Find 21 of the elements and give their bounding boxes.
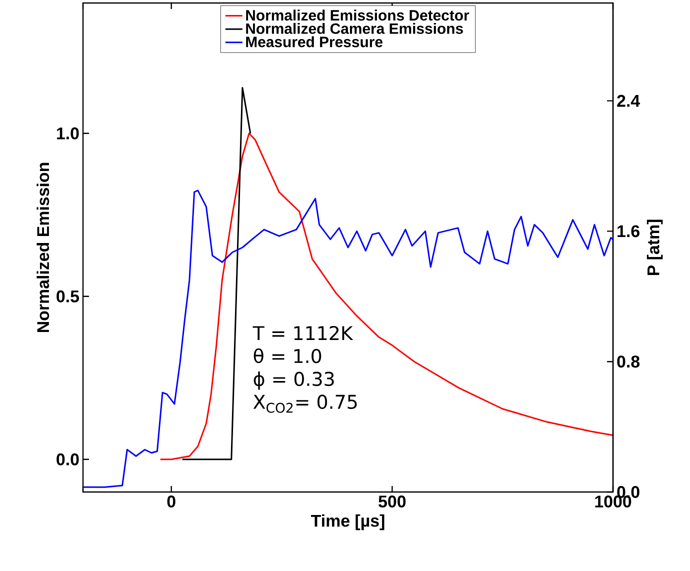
y-tick-label: 0.5: [56, 290, 80, 302]
y2-tick-label: 2.4: [617, 94, 640, 107]
legend-label: Normalized Camera Emissions: [246, 22, 463, 34]
x-tick-label: 0: [167, 496, 176, 508]
y-tick-label: 0.0: [56, 453, 79, 466]
legend-label: Measured Pressure: [246, 36, 382, 48]
line-series: [83, 190, 614, 488]
y2-axis-title: P [atm]: [646, 220, 663, 276]
annotation: X$_{CO2}$= 0.75: [253, 394, 357, 413]
annotation: θ = 1.0: [254, 348, 322, 364]
legend-label: Normalized Emissions Detector: [246, 10, 470, 21]
x-tick-label: 1000: [595, 496, 632, 508]
annotation: ϕ = 0.33: [254, 371, 334, 390]
y2-tick-label: 1.6: [618, 225, 640, 238]
y-axis-title: Normalized Emission: [36, 162, 50, 332]
x-tick-label: 500: [378, 496, 406, 508]
annotation: T = 1112K: [252, 326, 354, 340]
y-tick-label: 1.0: [57, 127, 79, 140]
line-series: [160, 132, 614, 460]
x-axis-title: Time [µs]: [310, 514, 384, 530]
y2-tick-label: 0.8: [617, 356, 640, 368]
